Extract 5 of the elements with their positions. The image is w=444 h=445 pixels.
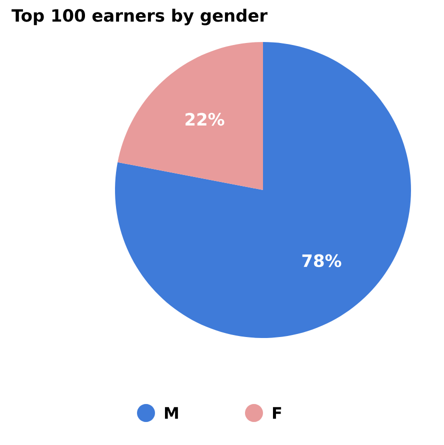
data-label: 78% bbox=[302, 254, 342, 268]
data-label: 22% bbox=[186, 112, 224, 126]
chart-title: Top 100 earners by gender bbox=[12, 8, 268, 26]
legend-label: F bbox=[272, 407, 282, 419]
legend-label: M bbox=[164, 407, 178, 419]
